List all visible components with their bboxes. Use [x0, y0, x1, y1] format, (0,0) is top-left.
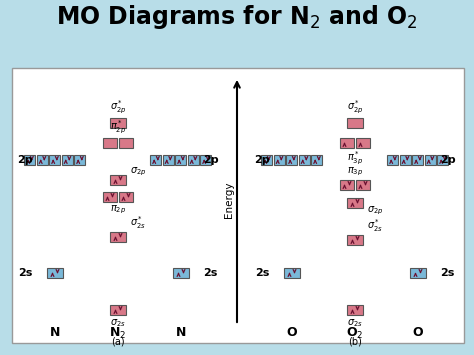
Text: $\sigma^*_{2s}$: $\sigma^*_{2s}$: [130, 214, 146, 231]
Bar: [284, 268, 300, 278]
Text: MO Diagrams for N$_2$ and O$_2$: MO Diagrams for N$_2$ and O$_2$: [56, 3, 418, 31]
Bar: [311, 155, 322, 165]
Text: 2s: 2s: [18, 268, 33, 278]
Text: 2p: 2p: [18, 155, 33, 165]
Bar: [201, 155, 211, 165]
Text: O: O: [413, 327, 423, 339]
Bar: [103, 138, 117, 148]
Bar: [163, 155, 174, 165]
Text: (b): (b): [348, 336, 362, 346]
Bar: [347, 305, 363, 315]
Text: $\pi_{2p}$: $\pi_{2p}$: [110, 204, 126, 217]
Bar: [110, 175, 126, 185]
Bar: [119, 192, 133, 202]
Bar: [340, 180, 354, 190]
Bar: [356, 180, 370, 190]
Bar: [340, 138, 354, 148]
Text: 2p: 2p: [440, 155, 456, 165]
Bar: [119, 138, 133, 148]
Bar: [286, 155, 298, 165]
Bar: [110, 305, 126, 315]
Bar: [49, 155, 61, 165]
Bar: [12, 68, 464, 343]
Bar: [299, 155, 310, 165]
Bar: [173, 268, 189, 278]
Bar: [74, 155, 85, 165]
Bar: [262, 155, 273, 165]
Text: $\sigma^*_{2s}$: $\sigma^*_{2s}$: [367, 217, 383, 234]
Bar: [25, 155, 36, 165]
Bar: [110, 232, 126, 242]
Text: $\sigma_{2p}$: $\sigma_{2p}$: [130, 165, 146, 178]
Bar: [103, 192, 117, 202]
Text: 2p: 2p: [203, 155, 219, 165]
Bar: [110, 118, 126, 128]
Text: $\sigma_{2p}$: $\sigma_{2p}$: [367, 205, 383, 217]
Bar: [175, 155, 186, 165]
Text: $\sigma^*_{2p}$: $\sigma^*_{2p}$: [110, 99, 126, 116]
Bar: [347, 118, 363, 128]
Bar: [410, 268, 426, 278]
Bar: [400, 155, 411, 165]
Text: Energy: Energy: [224, 182, 234, 218]
Text: $\sigma_{2s}$: $\sigma_{2s}$: [110, 317, 126, 329]
Bar: [188, 155, 199, 165]
Bar: [151, 155, 162, 165]
Text: 2p: 2p: [255, 155, 270, 165]
Bar: [412, 155, 423, 165]
Bar: [47, 268, 63, 278]
Bar: [274, 155, 285, 165]
Bar: [347, 235, 363, 245]
Text: 2s: 2s: [255, 268, 270, 278]
Text: $\pi^*_{2p}$: $\pi^*_{2p}$: [110, 119, 126, 136]
Text: O: O: [287, 327, 297, 339]
Bar: [347, 198, 363, 208]
Bar: [62, 155, 73, 165]
Bar: [388, 155, 399, 165]
Text: N$_2$: N$_2$: [109, 326, 127, 340]
Text: $\sigma_{2s}$: $\sigma_{2s}$: [347, 317, 363, 329]
Text: $\pi^*_{3p}$: $\pi^*_{3p}$: [347, 150, 363, 168]
Text: 2s: 2s: [440, 268, 455, 278]
Text: N: N: [176, 327, 186, 339]
Bar: [425, 155, 436, 165]
Text: 2s: 2s: [203, 268, 218, 278]
Text: N: N: [50, 327, 60, 339]
Text: (a): (a): [111, 336, 125, 346]
Text: $\sigma^*_{2p}$: $\sigma^*_{2p}$: [347, 99, 363, 116]
Bar: [438, 155, 448, 165]
Text: O$_2$: O$_2$: [346, 326, 364, 340]
Bar: [356, 138, 370, 148]
Text: $\pi_{3p}$: $\pi_{3p}$: [347, 165, 363, 178]
Bar: [37, 155, 48, 165]
